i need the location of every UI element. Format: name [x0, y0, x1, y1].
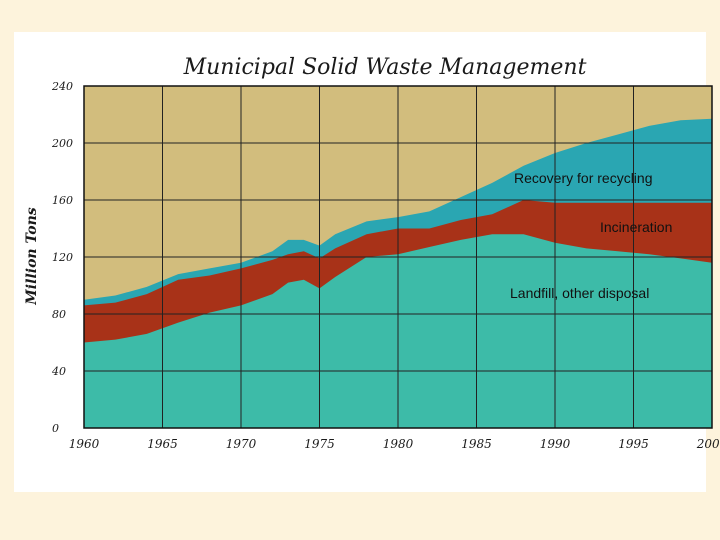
y-tick-label: 240	[51, 80, 73, 93]
x-tick-label: 1965	[147, 437, 178, 451]
x-tick-label: 1975	[304, 437, 335, 451]
x-tick-label: 2000	[696, 437, 720, 451]
plot-border	[83, 85, 713, 429]
annotation-landfill: Landfill, other disposal	[510, 285, 649, 301]
y-tick-label: 40	[51, 365, 66, 378]
x-tick-label: 1960	[69, 437, 100, 451]
x-tick-label: 1985	[461, 437, 492, 451]
y-tick-label: 200	[51, 137, 73, 150]
annotation-incineration: Incineration	[600, 219, 672, 235]
y-tick-label: 0	[52, 422, 59, 435]
y-axis-label: Million Tons	[24, 207, 40, 305]
chart-title: Municipal Solid Waste Management	[183, 55, 587, 80]
y-tick-label: 160	[52, 194, 73, 207]
x-tick-label: 1980	[383, 437, 414, 451]
y-tick-label: 120	[52, 251, 73, 264]
x-tick-label: 1995	[618, 437, 649, 451]
x-tick-label: 1990	[540, 437, 571, 451]
x-tick-label: 1970	[226, 437, 257, 451]
annotation-recycling: Recovery for recycling	[514, 170, 653, 186]
y-tick-label: 80	[52, 308, 66, 321]
